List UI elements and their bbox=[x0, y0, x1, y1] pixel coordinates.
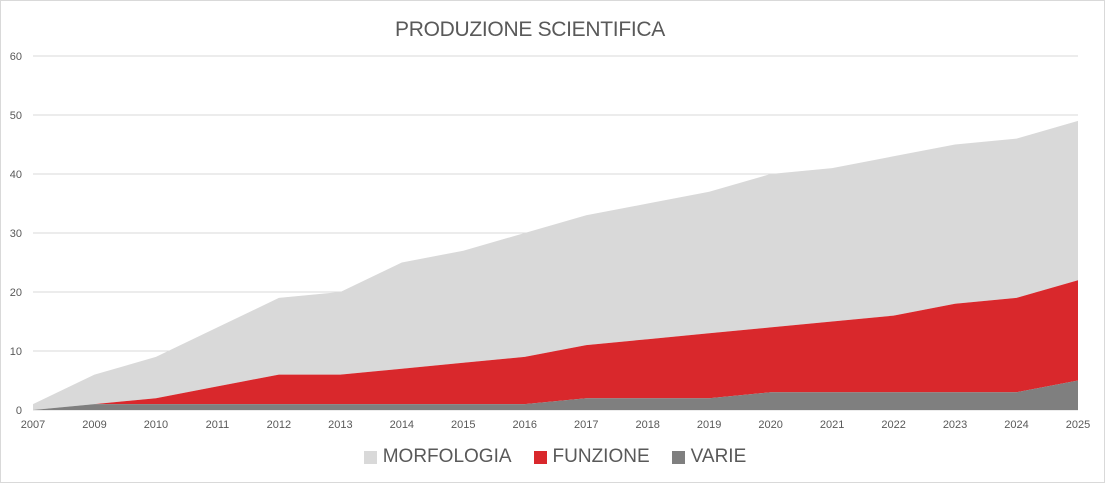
area-funzione bbox=[33, 280, 1078, 410]
legend-item-morfologia: MORFOLOGIA bbox=[363, 446, 512, 468]
legend-swatch bbox=[363, 450, 377, 464]
area-varie bbox=[33, 380, 1078, 410]
x-axis-ticks: 2007 2009 2010 2011 2012 2013 2014 2015 2016 2017… bbox=[21, 419, 1090, 431]
x-tick-label: 2024 bbox=[1004, 419, 1028, 431]
x-tick-label: 2022 bbox=[881, 419, 905, 431]
x-tick-label: 2007 bbox=[21, 419, 45, 431]
chart-title: PRODUZIONE SCIENTIFICA bbox=[395, 18, 665, 41]
legend-label: VARIE bbox=[690, 446, 747, 467]
y-tick-label: 40 bbox=[10, 169, 22, 181]
area-morfologia bbox=[33, 120, 1078, 411]
x-tick-label: 2025 bbox=[1066, 419, 1090, 431]
y-tick-label: 20 bbox=[10, 287, 22, 299]
x-tick-label: 2014 bbox=[390, 419, 414, 431]
legend-item-varie: VARIE bbox=[671, 446, 747, 468]
x-tick-label: 2011 bbox=[206, 419, 230, 431]
x-tick-label: 2023 bbox=[943, 419, 967, 431]
y-tick-label: 10 bbox=[10, 346, 22, 358]
x-tick-label: 2017 bbox=[574, 419, 598, 431]
x-tick-label: 2019 bbox=[697, 419, 721, 431]
x-tick-label: 2012 bbox=[267, 419, 291, 431]
x-tick-label: 2009 bbox=[82, 419, 106, 431]
legend-item-funzione: FUNZIONE bbox=[533, 446, 650, 468]
y-tick-label: 30 bbox=[10, 228, 22, 240]
legend: MORFOLOGIA FUNZIONE VARIE bbox=[0, 446, 1105, 468]
y-axis-ticks: 0 10 20 30 40 50 60 bbox=[10, 51, 22, 417]
y-tick-label: 0 bbox=[16, 405, 22, 417]
legend-swatch bbox=[671, 450, 685, 464]
y-tick-label: 60 bbox=[10, 51, 22, 63]
area-series bbox=[33, 120, 1078, 411]
x-tick-label: 2016 bbox=[513, 419, 537, 431]
legend-label: FUNZIONE bbox=[552, 446, 650, 467]
x-tick-label: 2013 bbox=[328, 419, 352, 431]
x-tick-label: 2018 bbox=[635, 419, 659, 431]
x-tick-label: 2015 bbox=[451, 419, 475, 431]
legend-swatch bbox=[533, 450, 547, 464]
legend-label: MORFOLOGIA bbox=[382, 446, 512, 467]
x-tick-label: 2021 bbox=[820, 419, 844, 431]
x-tick-label: 2010 bbox=[144, 419, 168, 431]
x-tick-label: 2020 bbox=[758, 419, 782, 431]
y-tick-label: 50 bbox=[10, 110, 22, 122]
